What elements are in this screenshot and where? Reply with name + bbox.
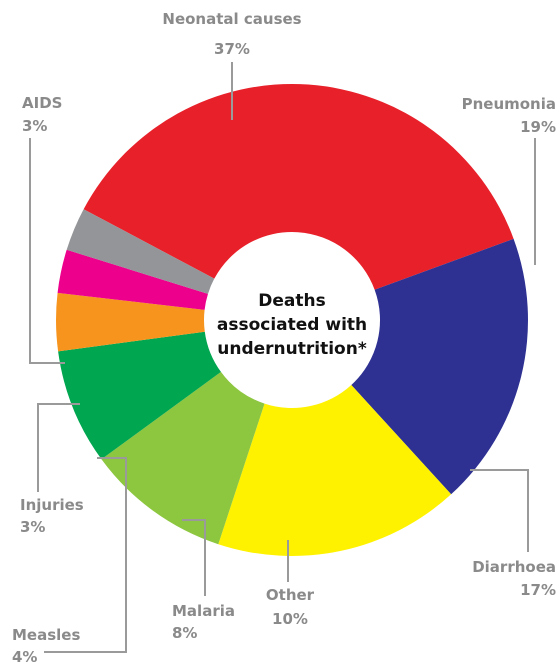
label-diarrhoea-name: Diarrhoea bbox=[472, 558, 556, 576]
leader-diarrhoea bbox=[470, 469, 529, 552]
slice-aids bbox=[66, 209, 215, 294]
slice-pneumonia bbox=[351, 238, 528, 495]
label-diarrhoea-value: 17% bbox=[520, 581, 556, 599]
slice-neonatal-causes bbox=[83, 84, 514, 290]
center-text-line-3: undernutrition* bbox=[217, 339, 367, 359]
slices bbox=[56, 84, 528, 556]
label-malaria-value: 8% bbox=[172, 624, 197, 642]
label-injuries-name: Injuries bbox=[20, 496, 84, 514]
label-aids-value: 3% bbox=[22, 117, 47, 135]
leader-aids bbox=[29, 138, 65, 364]
label-malaria-name: Malaria bbox=[172, 602, 235, 620]
slice-injuries bbox=[57, 249, 208, 310]
slice-other bbox=[101, 371, 265, 545]
center-text-line-2: associated with bbox=[217, 315, 367, 335]
slice-diarrhoea bbox=[218, 384, 452, 556]
label-pneumonia-name: Pneumonia bbox=[462, 95, 556, 113]
label-other-value: 10% bbox=[272, 610, 308, 628]
label-measles-name: Measles bbox=[12, 626, 80, 644]
slice-measles bbox=[56, 292, 205, 352]
slice-malaria bbox=[58, 331, 221, 460]
leader-injuries bbox=[37, 403, 80, 492]
label-neonatal-value: 37% bbox=[214, 40, 250, 58]
leader-malaria bbox=[182, 519, 206, 596]
center-text-line-1: Deaths bbox=[258, 291, 325, 311]
leader-measles bbox=[44, 457, 127, 653]
label-neonatal-name: Neonatal causes bbox=[162, 10, 301, 28]
label-other-name: Other bbox=[266, 586, 315, 604]
label-injuries-value: 3% bbox=[20, 518, 45, 536]
label-pneumonia-value: 19% bbox=[520, 118, 556, 136]
label-measles-value: 4% bbox=[12, 648, 37, 666]
leader-lines bbox=[29, 62, 536, 653]
label-aids-name: AIDS bbox=[22, 94, 62, 112]
